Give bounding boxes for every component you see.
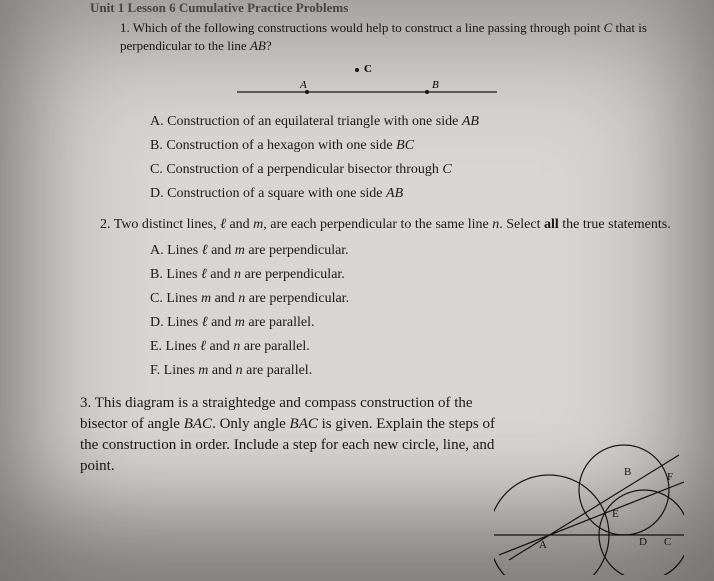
q1-num: 1. <box>120 20 130 35</box>
q2A-pre: A. Lines <box>150 243 202 258</box>
q2E-post: are parallel. <box>240 339 310 354</box>
q1-text-a: Which of the following constructions wou… <box>133 20 604 35</box>
question-3: 3. This diagram is a straightedge and co… <box>80 393 500 477</box>
q2-opt-F: F. Lines m and n are parallel. <box>150 363 674 379</box>
q2F-a: m <box>198 363 208 378</box>
q1-opt-D-pre: D. Construction of a square with one sid… <box>150 186 386 201</box>
q2-m: m <box>253 217 263 232</box>
q3-label-E: E <box>612 508 619 520</box>
q1-C: C <box>604 20 613 35</box>
q2-opt-C: C. Lines m and n are perpendicular. <box>150 291 674 307</box>
q2C-pre: C. Lines <box>150 291 201 306</box>
q3-label-A: A <box>539 539 547 551</box>
q3-label-B: B <box>624 466 631 478</box>
q2D-post: are parallel. <box>245 315 315 330</box>
q2-num: 2. <box>100 217 111 232</box>
q2-text-c: , are each perpendicular to the same lin… <box>263 217 492 232</box>
label-C: C <box>364 63 372 75</box>
q2-opt-A: A. Lines ℓ and m are perpendicular. <box>150 243 674 259</box>
q2B-pre: B. Lines <box>150 267 201 282</box>
q3-label-C: C <box>664 536 671 548</box>
q2E-mid: and <box>206 339 233 354</box>
q1-opt-A-it: AB <box>462 114 479 129</box>
q2B-post: are perpendicular. <box>241 267 345 282</box>
q2-opt-E: E. Lines ℓ and n are parallel. <box>150 339 674 355</box>
q2D-b: m <box>235 315 245 330</box>
q2-text-e: the true statements. <box>559 217 671 232</box>
q1-diagram: C A B <box>237 62 497 104</box>
q3-num: 3. <box>80 395 91 411</box>
q2A-post: are perpendicular. <box>245 243 349 258</box>
q2C-a: m <box>201 291 211 306</box>
q2-opt-B: B. Lines ℓ and n are perpendicular. <box>150 267 674 283</box>
q2C-post: are perpendicular. <box>245 291 349 306</box>
q3-text-b: . Only angle <box>212 416 289 432</box>
q3-label-D: D <box>639 536 647 548</box>
q2A-b: m <box>235 243 245 258</box>
q1-AB: AB <box>250 38 266 53</box>
q2C-mid: and <box>211 291 238 306</box>
q1-opt-B-pre: B. Construction of a hexagon with one si… <box>150 138 396 153</box>
q1-opt-C-it: C <box>442 162 451 177</box>
q2A-mid: and <box>208 243 235 258</box>
q1-text-c: ? <box>266 38 272 53</box>
q1-opt-C: C. Construction of a perpendicular bisec… <box>150 162 674 178</box>
q2-options: A. Lines ℓ and m are perpendicular. B. L… <box>150 243 674 379</box>
q1-opt-A-pre: A. Construction of an equilateral triang… <box>150 114 462 129</box>
q1-opt-A: A. Construction of an equilateral triang… <box>150 114 674 130</box>
q3-diagram: A B C D E F <box>494 435 684 575</box>
q1-opt-D-it: AB <box>386 186 403 201</box>
label-B: B <box>432 79 439 91</box>
q1-opt-D: D. Construction of a square with one sid… <box>150 186 674 202</box>
q1-opt-B: B. Construction of a hexagon with one si… <box>150 138 674 154</box>
q3-BAC1: BAC <box>184 416 212 432</box>
q2-text-b: and <box>226 217 253 232</box>
q2B-b: n <box>234 267 241 282</box>
q2F-post: are parallel. <box>243 363 313 378</box>
unit-header: Unit 1 Lesson 6 Cumulative Practice Prob… <box>90 0 674 16</box>
q2-text-d: . Select <box>499 217 544 232</box>
q2D-pre: D. Lines <box>150 315 202 330</box>
question-1: 1. Which of the following constructions … <box>120 19 674 54</box>
q2F-b: n <box>236 363 243 378</box>
label-A: A <box>299 79 307 91</box>
question-2: 2. Two distinct lines, ℓ and m, are each… <box>100 216 674 235</box>
q2-all: all <box>544 217 559 232</box>
q3-BAC2: BAC <box>290 416 318 432</box>
q2-text-a: Two distinct lines, <box>114 217 220 232</box>
q3-label-F: F <box>667 471 673 483</box>
q2-opt-D: D. Lines ℓ and m are parallel. <box>150 315 674 331</box>
q1-opt-B-it: BC <box>396 138 414 153</box>
q2E-pre: E. Lines <box>150 339 200 354</box>
q2F-mid: and <box>208 363 235 378</box>
q2B-mid: and <box>207 267 234 282</box>
q1-options: A. Construction of an equilateral triang… <box>150 114 674 202</box>
q1-opt-C-pre: C. Construction of a perpendicular bisec… <box>150 162 442 177</box>
q2F-pre: F. Lines <box>150 363 198 378</box>
q2D-mid: and <box>208 315 235 330</box>
